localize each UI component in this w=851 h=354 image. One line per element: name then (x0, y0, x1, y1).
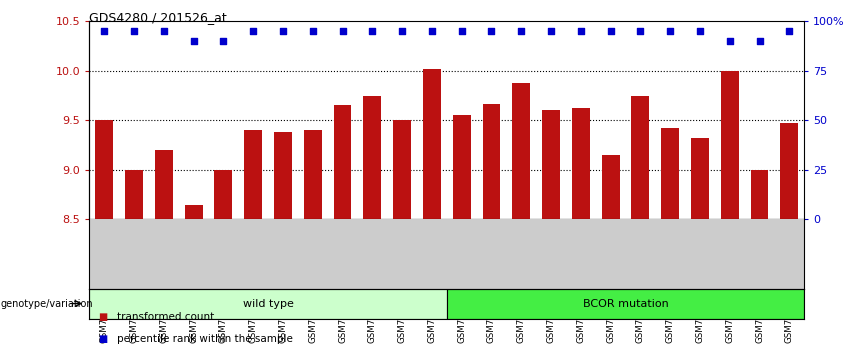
Point (722, 38, 736, 44)
Point (97, 28, 111, 34)
Text: ■: ■ (98, 334, 107, 344)
Point (425, 28, 438, 34)
Bar (602, 155, 620, 219)
Point (603, 28, 617, 34)
Point (216, 38, 230, 44)
Bar (631, 96, 649, 219)
Point (157, 28, 170, 34)
Point (782, 28, 796, 34)
Point (365, 28, 379, 34)
Point (335, 28, 349, 34)
Bar (155, 150, 173, 219)
Bar (572, 108, 590, 219)
Bar (447, 289, 804, 319)
Bar (393, 120, 411, 219)
Bar (721, 71, 739, 219)
Point (127, 28, 140, 34)
Bar (125, 170, 143, 219)
Point (246, 28, 260, 34)
Text: BCOR mutation: BCOR mutation (583, 298, 668, 309)
Bar (512, 83, 530, 219)
Bar (661, 128, 679, 219)
Bar (89, 289, 447, 319)
Text: genotype/variation: genotype/variation (1, 298, 94, 309)
Bar (542, 110, 560, 219)
Point (454, 28, 468, 34)
Point (484, 28, 498, 34)
Bar (274, 132, 292, 219)
Bar (691, 138, 709, 219)
Bar (483, 103, 500, 219)
Bar (751, 170, 768, 219)
Point (574, 28, 587, 34)
Text: percentile rank within the sample: percentile rank within the sample (117, 334, 293, 344)
Point (186, 38, 200, 44)
Bar (244, 130, 262, 219)
Text: wild type: wild type (243, 298, 294, 309)
Bar (780, 123, 798, 219)
Point (544, 28, 557, 34)
Bar (214, 170, 232, 219)
Bar (423, 69, 441, 219)
Point (633, 28, 647, 34)
Point (514, 28, 528, 34)
Point (306, 28, 319, 34)
Text: transformed count: transformed count (117, 312, 214, 322)
Bar (363, 96, 381, 219)
Point (752, 38, 766, 44)
Text: GDS4280 / 201526_at: GDS4280 / 201526_at (89, 11, 227, 24)
Bar (304, 130, 322, 219)
Bar (453, 115, 471, 219)
Bar (185, 205, 203, 219)
Text: ■: ■ (98, 312, 107, 322)
Point (663, 28, 677, 34)
Point (276, 28, 289, 34)
Point (693, 28, 706, 34)
Point (395, 28, 408, 34)
Bar (334, 105, 351, 219)
Bar (95, 120, 113, 219)
